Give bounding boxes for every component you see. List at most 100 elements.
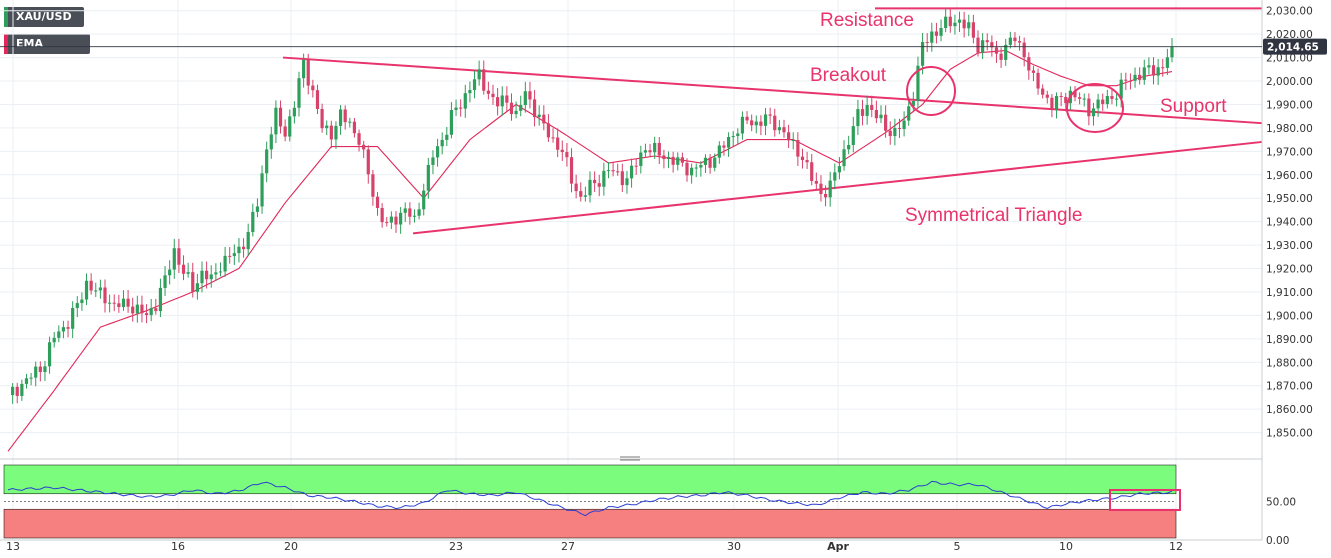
pane-resize-handle[interactable] [620,456,640,461]
candle [717,141,721,164]
candle [84,273,89,306]
candle-body [278,107,283,127]
candle [260,165,264,214]
candle-body [740,116,745,134]
candle-body [177,248,181,265]
candle-body [431,157,435,165]
candle [288,109,292,142]
candle-body [375,196,380,208]
candle-body [463,93,467,109]
highlight-circle [906,66,956,116]
candle [505,86,509,112]
candle-body [847,145,851,150]
candle [75,296,79,317]
candle-body [52,337,56,343]
candle-body [750,120,754,126]
candle [985,33,989,51]
candle-body [482,69,486,91]
candle [177,238,181,273]
candle [736,128,740,145]
candle [329,120,333,149]
candle-body [676,157,680,165]
candle-body [643,150,648,153]
candle [408,202,412,225]
y-tick-label: 2,030.00 [1266,6,1313,18]
candle [703,154,708,173]
y-tick-label: 1,880.00 [1266,357,1313,369]
candle [1045,90,1049,104]
candle-body [1133,74,1137,81]
candle-body [505,95,509,103]
candle [962,11,966,38]
candle [357,129,361,152]
y-tick-label: 1,940.00 [1266,217,1313,229]
candle-body [292,107,296,117]
candle-body [1027,57,1031,71]
candle-body [759,121,763,126]
candle-body [1114,98,1119,100]
candle-body [763,114,768,126]
candle-body [232,253,236,257]
candle-body [1013,37,1017,42]
candle [897,118,902,138]
candle-body [1138,74,1142,80]
candle [1101,93,1105,111]
candle [787,124,791,149]
candle [1124,72,1128,91]
candle [348,117,352,128]
candle-body [200,270,204,284]
candle-body [71,307,75,329]
candle-body [976,37,980,53]
candle [1050,94,1054,118]
candle [417,202,421,220]
candle-body [1170,46,1174,58]
candle [482,60,486,95]
candle-body [542,114,546,124]
candle [574,174,578,199]
candle [200,261,204,293]
candle [546,114,551,142]
candle-body [782,127,786,133]
candle-body [108,302,112,304]
candle-body [149,308,153,316]
candle-body [625,178,629,186]
y-tick-label: 2,010.00 [1266,53,1313,65]
y-tick-label: 1,960.00 [1266,170,1313,182]
candle [731,131,735,147]
candle [509,93,514,121]
candle-body [251,211,255,233]
y-tick-label: 1,970.00 [1266,146,1313,158]
candle-body [509,102,514,115]
candle-body [1161,67,1165,69]
candle-body [953,22,957,27]
candle-body [819,183,823,195]
x-tick-label: 12 [1169,540,1183,553]
candle-body [1128,80,1133,82]
y-tick-label: 1,890.00 [1266,334,1313,346]
candle-body [140,304,144,314]
candle [371,169,375,206]
candle [791,132,795,150]
candle-body [768,114,772,116]
candle-body [154,308,158,312]
candle-body [1087,98,1091,117]
candle [796,132,800,166]
rsi-zones [3,464,1177,539]
candle-body [422,190,426,210]
candle-body [893,128,897,137]
candle [255,198,260,218]
candle [468,81,472,103]
candle [454,99,458,116]
candle [315,84,320,115]
y-tick-label: 1,850.00 [1266,428,1313,440]
legend-symbol: XAU/USD [4,7,84,27]
candle-body [930,31,934,43]
candle [1004,38,1008,66]
candle-body [925,41,929,43]
candle [1147,57,1151,75]
candle [191,262,195,298]
candle [1142,59,1146,85]
candle-body [939,27,943,36]
candle-body [888,130,892,137]
